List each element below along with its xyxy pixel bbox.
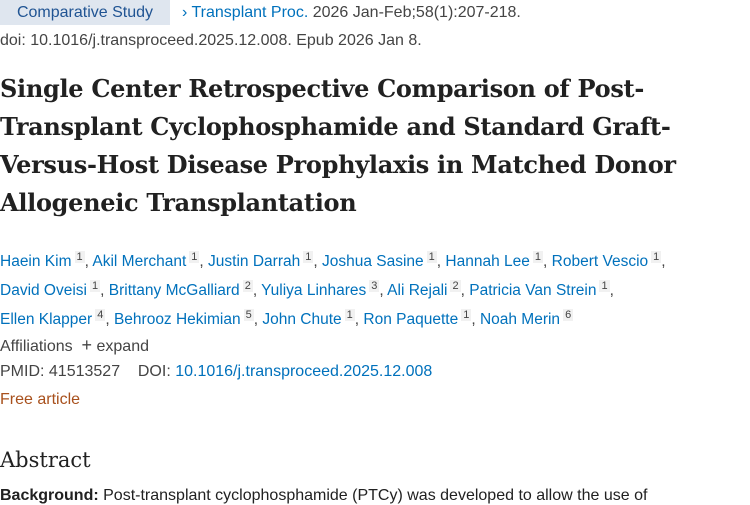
author-link[interactable]: Patricia Van Strein [469, 282, 597, 300]
affiliation-ref[interactable]: 1 [90, 280, 101, 293]
author-link[interactable]: Justin Darrah [208, 253, 301, 271]
author: John Chute 1 [262, 309, 355, 329]
background-text: Post-transplant cyclophosphamide (PTCy) … [103, 487, 648, 504]
background-label: Background: [0, 487, 99, 504]
author: Noah Merin 6 [479, 309, 574, 329]
pmid-label: PMID: [0, 363, 45, 380]
affiliation-ref[interactable]: 1 [344, 309, 355, 322]
author-link[interactable]: Ali Rejali [387, 282, 448, 300]
author-link[interactable]: John Chute [262, 311, 342, 329]
author: Patricia Van Strein 1 [469, 280, 610, 300]
author-list: Haein Kim 1, Akil Merchant 1, Justin Darra… [0, 251, 666, 329]
author: Behrooz Hekimian 5 [113, 309, 254, 329]
author: Ellen Klapper 4 [0, 309, 106, 329]
affiliation-ref[interactable]: 1 [461, 309, 472, 322]
author-link[interactable]: David Oveisi [0, 282, 87, 300]
affiliation-ref[interactable]: 1 [189, 251, 200, 263]
affiliation-ref[interactable]: 1 [651, 251, 662, 263]
identifiers: PMID: 41513527 DOI: 10.1016/j.transproce… [0, 363, 432, 381]
expand-affiliations-button[interactable]: + expand [81, 335, 150, 355]
doi-line: doi: 10.1016/j.transproceed.2025.12.008.… [0, 32, 422, 49]
affiliation-ref[interactable]: 3 [369, 280, 380, 293]
author: Joshua Sasine 1 [321, 251, 437, 271]
author-link[interactable]: Hannah Lee [445, 253, 530, 271]
affiliation-ref[interactable]: 6 [563, 309, 574, 322]
article-title: Single Center Retrospective Comparison o… [0, 74, 676, 217]
citation: › Transplant Proc. 2026 Jan-Feb;58(1):20… [182, 0, 521, 25]
author-link[interactable]: Haein Kim [0, 253, 72, 271]
author-link[interactable]: Noah Merin [479, 311, 561, 329]
author: David Oveisi 1 [0, 280, 101, 300]
expand-label: expand [96, 338, 150, 355]
abstract-heading: Abstract [0, 448, 91, 472]
author-link[interactable]: Behrooz Hekimian [113, 311, 241, 329]
affiliation-ref[interactable]: 1 [426, 251, 437, 263]
author: Yuliya Linhares 3 [261, 280, 380, 300]
chevron-right-icon: › [182, 4, 188, 21]
author: Robert Vescio 1 [551, 251, 662, 271]
author: Brittany McGalliard 2 [108, 280, 253, 300]
affiliations-label: Affiliations [0, 338, 73, 355]
free-article-badge: Free article [0, 391, 81, 408]
author-link[interactable]: Ellen Klapper [0, 311, 93, 329]
affiliation-ref[interactable]: 1 [74, 251, 85, 263]
author: Ron Paquette 1 [363, 309, 472, 329]
journal-link[interactable]: Transplant Proc. [191, 4, 309, 21]
author-link[interactable]: Yuliya Linhares [261, 282, 367, 300]
affiliation-ref[interactable]: 2 [450, 280, 461, 293]
abstract-background: Background: Post-transplant cyclophospha… [0, 487, 647, 505]
affiliation-ref[interactable]: 4 [95, 309, 106, 322]
author: Hannah Lee 1 [445, 251, 544, 271]
author-link[interactable]: Ron Paquette [363, 311, 459, 329]
author-link[interactable]: Brittany McGalliard [108, 282, 240, 300]
publication-type-tag[interactable]: Comparative Study [0, 0, 170, 25]
author: Akil Merchant 1 [92, 251, 200, 271]
affiliation-ref[interactable]: 1 [599, 280, 610, 293]
citation-details: 2026 Jan-Feb;58(1):207-218. [312, 4, 521, 21]
author: Ali Rejali 2 [387, 280, 461, 300]
doi-link[interactable]: 10.1016/j.transproceed.2025.12.008 [175, 363, 433, 380]
plus-icon: + [81, 335, 93, 355]
pmid-value: 41513527 [48, 363, 121, 380]
affiliation-ref[interactable]: 2 [242, 280, 253, 293]
affiliation-ref[interactable]: 1 [532, 251, 544, 263]
author: Justin Darrah 1 [208, 251, 314, 271]
author-link[interactable]: Robert Vescio [551, 253, 649, 271]
author-link[interactable]: Joshua Sasine [321, 253, 424, 271]
affiliation-ref[interactable]: 1 [303, 251, 314, 263]
author: Haein Kim 1 [0, 251, 85, 271]
doi-label: DOI: [137, 363, 171, 380]
affiliations: Affiliations + expand [0, 335, 149, 356]
author-link[interactable]: Akil Merchant [92, 253, 187, 271]
affiliation-ref[interactable]: 5 [243, 309, 254, 322]
